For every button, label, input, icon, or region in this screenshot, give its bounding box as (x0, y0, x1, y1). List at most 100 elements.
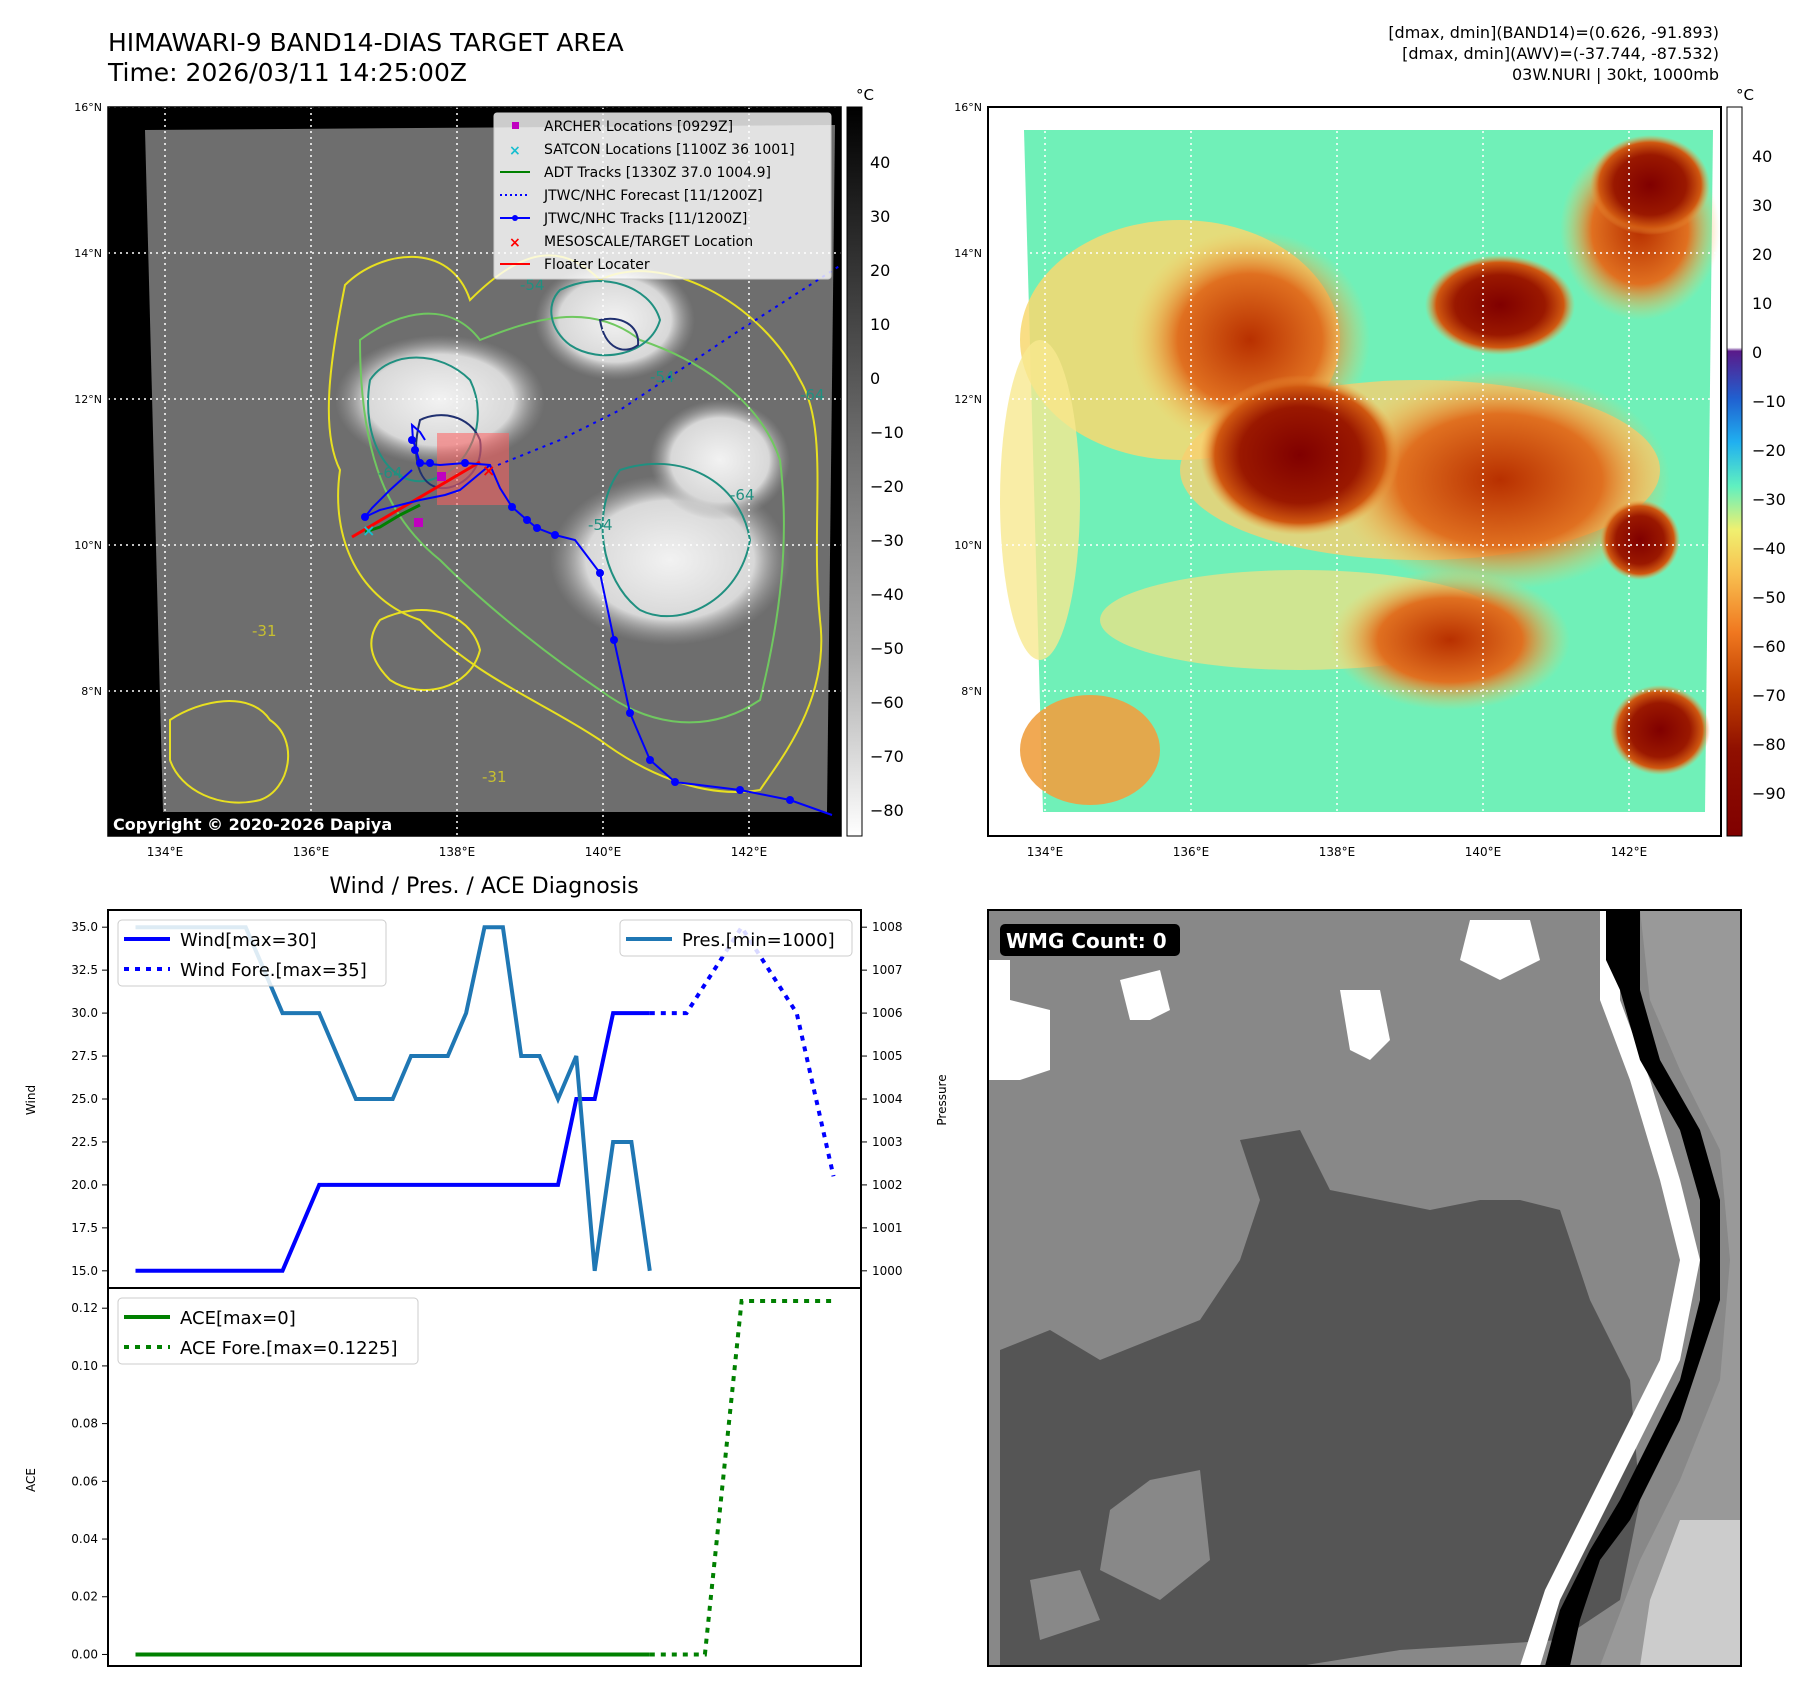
axis-tick-label: 1000 (872, 1264, 903, 1278)
colorbar-tick: 0 (870, 369, 880, 388)
lon-label: 134°E (147, 845, 184, 859)
axis-tick-label: 1006 (872, 1006, 903, 1020)
ir-colorbar-ticks: 40 30 20 10 0 −10 −20 −30 −40 −50 −60 −7… (870, 153, 904, 820)
awv-lon-labels: 134°E 136°E 138°E 140°E 142°E (1027, 845, 1648, 859)
colorbar-tick: 10 (1752, 294, 1772, 313)
legend-label: ADT Tracks [1330Z 37.0 1004.9] (544, 165, 771, 181)
axis-tick-label: 22.5 (71, 1135, 98, 1149)
axis-tick-label: 0.04 (71, 1532, 98, 1546)
wmg-count-box (1000, 924, 1180, 956)
axis-tick-label: 1005 (872, 1049, 903, 1063)
awv-frame (987, 106, 1722, 837)
legend-label: SATCON Locations [1100Z 36 1001] (544, 142, 795, 158)
axis-tick-label: 1001 (872, 1221, 903, 1235)
archer-marker-2 (414, 518, 423, 527)
colorbar-tick: 20 (1752, 245, 1772, 264)
colorbar-tick: −20 (870, 477, 904, 496)
axis-tick-label: 25.0 (71, 1092, 98, 1106)
legend-satcon-marker: × (509, 143, 521, 159)
wind-series-line (135, 1011, 650, 1273)
axis-tick-label: 0.06 (71, 1474, 98, 1488)
ace-fore-legend-label: ACE Fore.[max=0.1225] (180, 1338, 398, 1359)
ir-lon-labels: 134°E 136°E 138°E 140°E 142°E (147, 845, 768, 859)
colorbar-tick: −70 (870, 747, 904, 766)
contour-label: -64 (800, 386, 825, 404)
colorbar-tick: 20 (870, 261, 890, 280)
colorbar-tick: −40 (1752, 539, 1786, 558)
wmg-white-blobs (988, 920, 1540, 1080)
axis-tick-label: 35.0 (71, 920, 98, 934)
colorbar-tick: 0 (1752, 343, 1762, 362)
colorbar-tick: −50 (870, 639, 904, 658)
lat-label: 14°N (954, 247, 982, 260)
jtwc-track-west (364, 464, 491, 518)
wmg-panel: WMG Count: 0 (987, 909, 1742, 1667)
wind-axis-label: Wind (24, 1085, 38, 1115)
axis-tick-label: 0.10 (71, 1359, 98, 1373)
contour-label: -64 (378, 464, 403, 482)
wind-legend-box (117, 919, 387, 987)
ir-colorbar (846, 106, 863, 837)
lon-label: 134°E (1027, 845, 1064, 859)
colorbar-tick: 30 (1752, 196, 1772, 215)
wind-y-ticks: 35.0 32.5 30.0 27.5 25.0 22.5 20.0 17.5 15.0 (71, 920, 108, 1278)
axis-tick-label: 1004 (872, 1092, 903, 1106)
axis-tick-label: 17.5 (71, 1221, 98, 1235)
lon-label: 136°E (1173, 845, 1210, 859)
legend-label: JTWC/NHC Forecast [11/1200Z] (543, 188, 763, 204)
axis-tick-label: 0.12 (71, 1301, 98, 1315)
ir-contour-labels: -54 -64 -31 -64 -54 -31 -64 -54 (252, 276, 825, 786)
axis-tick-label: 1008 (872, 920, 903, 934)
lat-label: 12°N (954, 393, 982, 406)
pres-legend-box (619, 919, 853, 957)
target-location-marker: × (482, 461, 495, 480)
ace-axis-label: ACE (24, 1468, 38, 1492)
contour-label: -54 (650, 368, 675, 386)
awv-dry-core-east (1590, 135, 1710, 235)
ace-legend-label: ACE[max=0] (180, 1308, 296, 1329)
archer-marker-1 (437, 472, 446, 481)
diagnosis-title: Wind / Pres. / ACE Diagnosis (329, 874, 638, 899)
lon-label: 140°E (1465, 845, 1502, 859)
colorbar-tick: −60 (870, 693, 904, 712)
awv-dry-core-east-2 (1600, 500, 1680, 580)
axis-tick-label: 32.5 (71, 963, 98, 977)
awv-colorbar (1726, 106, 1743, 837)
title-line-1: HIMAWARI-9 BAND14-DIAS TARGET AREA (108, 28, 624, 57)
lon-label: 136°E (293, 845, 330, 859)
lat-label: 8°N (961, 685, 982, 698)
colorbar-tick: −20 (1752, 441, 1786, 460)
pressure-series-line (135, 925, 652, 1272)
jtwc-forecast-track (497, 264, 841, 466)
axis-tick-label: 20.0 (71, 1178, 98, 1192)
axis-tick-label: 15.0 (71, 1264, 98, 1278)
ir-contour-green (358, 312, 785, 724)
awv-moist-band-4 (1020, 695, 1160, 805)
legend-track-dot (512, 215, 518, 221)
ir-lat-labels: 16°N 14°N 12°N 10°N 8°N (74, 101, 102, 698)
info-storm-summary: 03W.NURI | 30kt, 1000mb (1511, 65, 1719, 84)
wind-fore-legend-label: Wind Fore.[max=35] (180, 960, 367, 981)
colorbar-tick: −80 (870, 801, 904, 820)
ir-legend-box (493, 112, 832, 280)
contour-label: -31 (252, 622, 277, 640)
contour-label: -54 (520, 276, 545, 294)
colorbar-tick: −30 (1752, 490, 1786, 509)
ace-forecast-line (649, 1299, 834, 1657)
wind-forecast-line (649, 923, 836, 1177)
wmg-light-corner (1640, 1520, 1741, 1666)
lon-label: 142°E (1611, 845, 1648, 859)
wmg-region-mid (1030, 1470, 1210, 1640)
axis-tick-label: 1002 (872, 1178, 903, 1192)
ace-chart: ACE 0.12 0.10 0.08 0.06 0.04 0.02 0.00 ACE[max… (24, 1287, 862, 1667)
axis-tick-label: 27.5 (71, 1049, 98, 1063)
lat-label: 10°N (954, 539, 982, 552)
awv-orange-region-2 (1330, 370, 1670, 590)
legend-label: ARCHER Locations [0929Z] (544, 119, 733, 135)
awv-colorbar-unit: °C (1736, 86, 1754, 104)
axis-tick-label: 30.0 (71, 1006, 98, 1020)
colorbar-tick: −90 (1752, 784, 1786, 803)
pressure-y-ticks: 1008 1007 1006 1005 1004 1003 1002 1001 1000 (861, 920, 903, 1278)
lat-label: 12°N (74, 393, 102, 406)
